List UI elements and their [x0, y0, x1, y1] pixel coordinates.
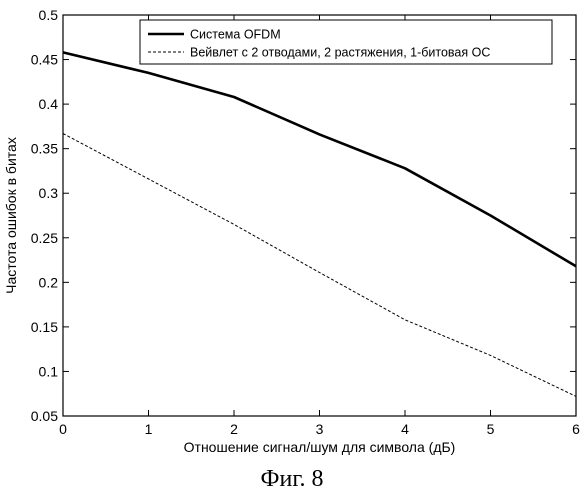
- y-tick-label: 0.5: [39, 7, 59, 23]
- x-tick-label: 4: [401, 421, 409, 437]
- y-tick-label: 0.4: [39, 96, 59, 112]
- x-tick-label: 5: [487, 421, 495, 437]
- legend: Система OFDM Вейвлет с 2 отводами, 2 раст…: [140, 20, 552, 64]
- series-line-2: [63, 134, 576, 397]
- y-tick-label: 0.15: [31, 319, 58, 335]
- x-tick-label: 3: [316, 421, 324, 437]
- x-axis-label: Отношение сигнал/шум для символа (дБ): [184, 439, 456, 455]
- y-axis-label: Частота ошибок в битах: [3, 137, 19, 294]
- plot-frame: [63, 15, 576, 416]
- legend-label-2: Вейвлет с 2 отводами, 2 растяжения, 1-би…: [190, 46, 490, 60]
- figure-caption: Фиг. 8: [0, 466, 584, 493]
- y-tick-label: 0.35: [31, 141, 58, 157]
- y-tick-label: 0.3: [39, 185, 59, 201]
- series-layer: [63, 52, 576, 396]
- x-tick-label: 2: [230, 421, 238, 437]
- y-tick-label: 0.05: [31, 408, 58, 424]
- x-tick-label: 1: [145, 421, 153, 437]
- line-chart: 0 1 2 3 4 5 6 0.05 0.1 0.15 0.2 0.25 0.3 0.35 0.4 0.45 0…: [0, 0, 584, 460]
- y-tick-label: 0.45: [31, 52, 58, 68]
- x-tick-label: 6: [572, 421, 580, 437]
- y-tick-label: 0.1: [39, 363, 59, 379]
- y-tick-label: 0.2: [39, 274, 59, 290]
- y-tick-label: 0.25: [31, 230, 58, 246]
- ticks-layer: 0 1 2 3 4 5 6 0.05 0.1 0.15 0.2 0.25 0.3 0.35 0.4 0.45 0…: [31, 7, 580, 437]
- legend-label-1: Система OFDM: [190, 28, 281, 42]
- series-line-1: [63, 52, 576, 266]
- x-tick-label: 0: [59, 421, 67, 437]
